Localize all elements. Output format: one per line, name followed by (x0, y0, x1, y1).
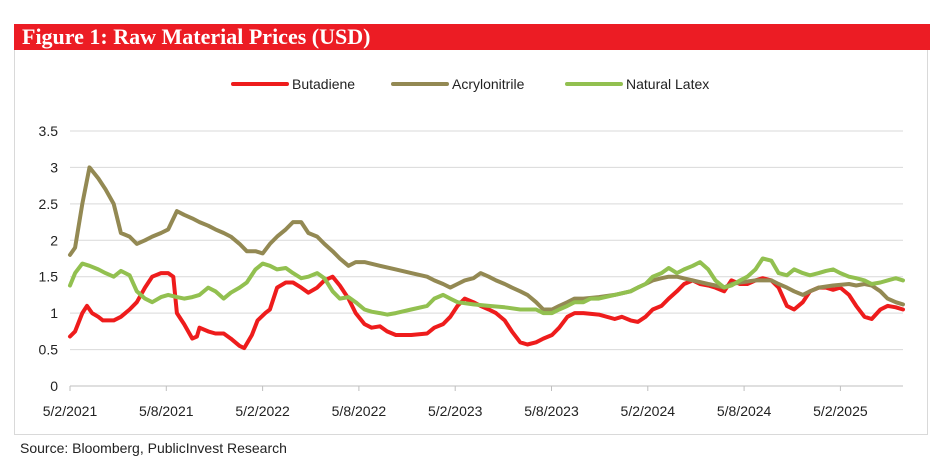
x-tick-label: 5/8/2024 (717, 403, 772, 419)
y-tick-label: 2 (50, 232, 58, 248)
y-tick-label: 3.5 (39, 123, 59, 139)
x-tick-label: 5/8/2021 (139, 403, 194, 419)
figure-title: Figure 1: Raw Material Prices (USD) (22, 24, 371, 49)
x-tick-label: 5/8/2023 (524, 403, 579, 419)
legend: Butadiene Acrylonitrile Natural Latex (231, 76, 709, 92)
x-tick-label: 5/2/2024 (621, 403, 676, 419)
y-tick-label: 2.5 (39, 196, 59, 212)
series-line-natural-latex (68, 256, 905, 317)
gridlines (70, 130, 903, 351)
series-line-acrylonitrile (68, 165, 905, 312)
legend-label: Acrylonitrile (452, 76, 525, 92)
y-tick-label: 1.5 (39, 269, 59, 285)
x-tick-label: 5/2/2023 (428, 403, 483, 419)
x-tick-label: 5/2/2021 (43, 403, 98, 419)
y-tick-label: 1 (50, 305, 58, 321)
x-tick-label: 5/2/2025 (813, 403, 868, 419)
figure-title-bar: Figure 1: Raw Material Prices (USD) (14, 24, 930, 50)
y-tick-label: 3 (50, 159, 58, 175)
chart-frame (14, 50, 928, 435)
series-lines (68, 165, 905, 351)
y-tick-label: 0.5 (39, 342, 59, 358)
x-tick-label: 5/8/2022 (332, 403, 387, 419)
source-note: Source: Bloomberg, PublicInvest Research (20, 440, 287, 456)
legend-label: Natural Latex (626, 76, 709, 92)
x-tick-label: 5/2/2022 (235, 403, 290, 419)
axes: 0 0.5 1 1.5 2 2.5 3 3.5 5/2/2021 5/8/2021 5/2/2022… (39, 123, 903, 419)
legend-label: Butadiene (292, 76, 355, 92)
y-tick-label: 0 (50, 378, 58, 394)
